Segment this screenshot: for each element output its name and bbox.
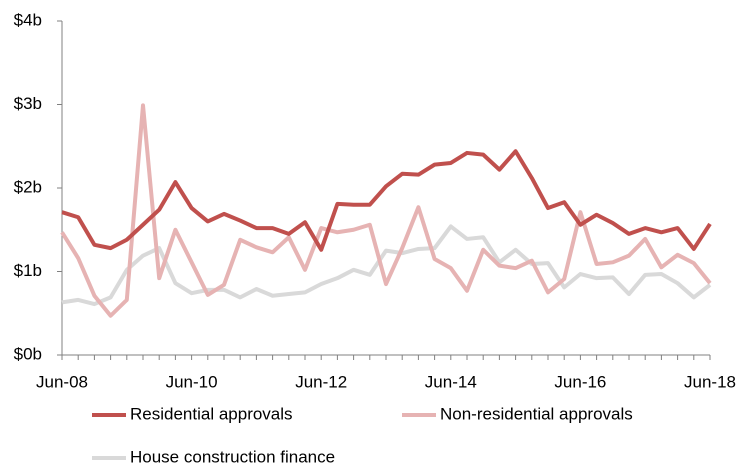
- series-line: [61, 149, 712, 252]
- legend-label: Residential approvals: [130, 404, 293, 423]
- legend-label: Non-residential approvals: [440, 404, 633, 423]
- series-line: [60, 103, 712, 318]
- x-tick-label: Jun-08: [36, 372, 88, 391]
- series-line: [61, 224, 712, 307]
- y-tick-label: $0b: [14, 344, 42, 363]
- y-tick-label: $1b: [14, 261, 42, 280]
- x-tick-label: Jun-10: [166, 372, 218, 391]
- x-tick-label: Jun-12: [295, 372, 347, 391]
- x-tick-label: Jun-18: [684, 372, 736, 391]
- x-tick-label: Jun-16: [554, 372, 606, 391]
- y-tick-label: $2b: [14, 177, 42, 196]
- legend-label: House construction finance: [130, 447, 335, 465]
- y-tick-label: $3b: [14, 94, 42, 113]
- y-tick-label: $4b: [14, 10, 42, 29]
- x-tick-label: Jun-14: [425, 372, 477, 391]
